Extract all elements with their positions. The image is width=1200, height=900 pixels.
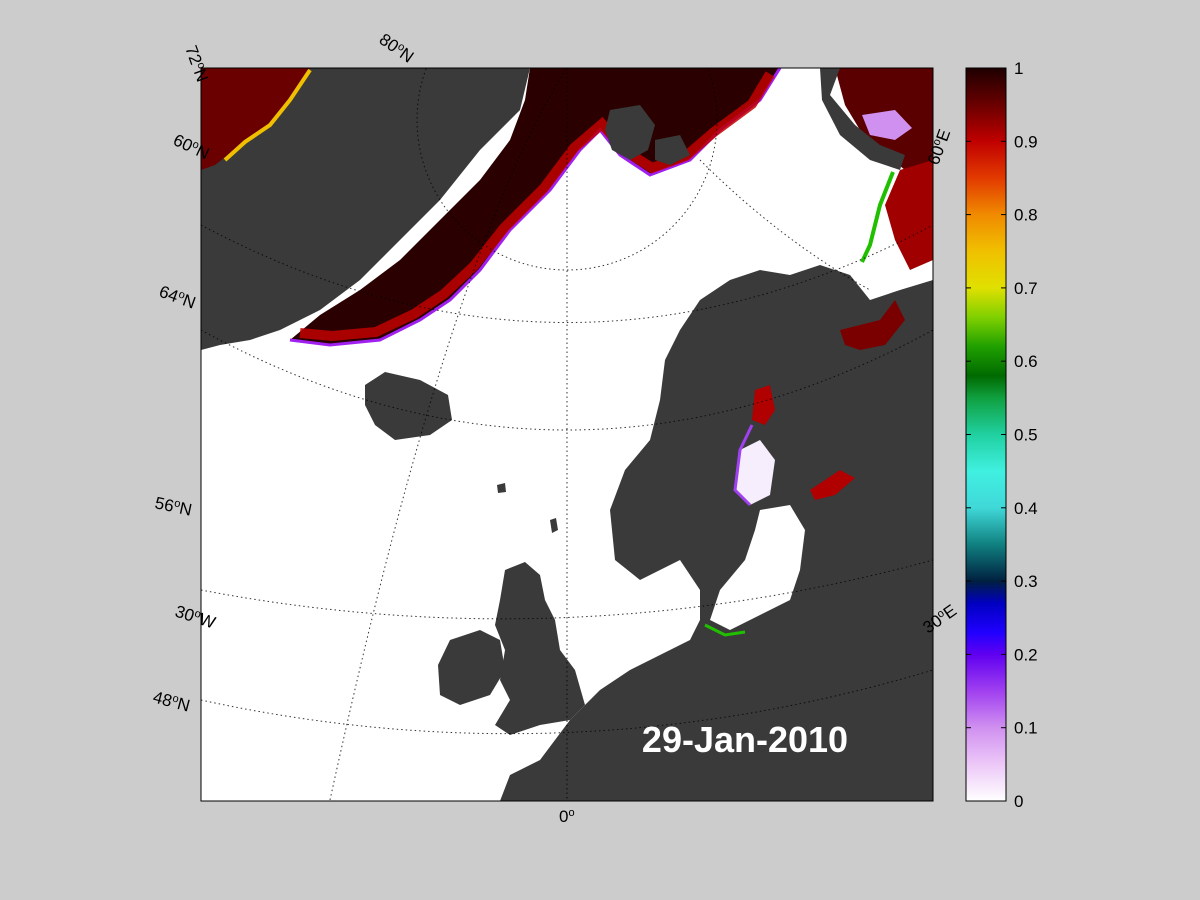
gulf-of-bothnia-ice	[752, 385, 775, 425]
baffin-edge	[223, 68, 312, 162]
greenland-land	[201, 68, 530, 350]
colorbar-tick-label: 0	[1014, 792, 1023, 811]
iceland	[365, 372, 452, 440]
graticule	[201, 68, 933, 801]
colorbar: 1 0.9 0.8 0.7 0.6 0.5 0.4 0.3 0.2 0.1 0	[965, 59, 1038, 811]
colorbar-tick-label: 0.2	[1014, 645, 1038, 664]
svalbard-land	[605, 105, 655, 160]
colorbar-tick-label: 0.8	[1014, 206, 1038, 225]
graticule-lon-30e	[699, 159, 871, 291]
faroe	[497, 483, 506, 493]
colorbar-ticks: 1 0.9 0.8 0.7 0.6 0.5 0.4 0.3 0.2 0.1 0	[966, 59, 1038, 811]
barents-east-ice	[885, 160, 933, 270]
colorbar-tick-label: 0.1	[1014, 719, 1038, 738]
scandinavia-russia-land	[500, 265, 933, 801]
baffin-land	[201, 170, 240, 225]
label-0: 0o	[559, 807, 575, 826]
graticule-lat-60	[201, 329, 933, 431]
map-frame	[200, 67, 934, 802]
map-axes: 29-Jan-2010	[201, 68, 933, 801]
graticule-lat-80	[416, 68, 718, 271]
ice-edge-greenland-red	[299, 71, 775, 342]
colorbar-tick-label: 0.6	[1014, 352, 1038, 371]
label-48n: 48oN	[151, 688, 192, 716]
label-72n: 72oN	[181, 43, 212, 85]
colorbar-tick-label: 0.7	[1014, 279, 1038, 298]
shetland	[550, 518, 558, 533]
graticule-lat-64	[201, 224, 933, 323]
baltic-sea	[710, 505, 805, 630]
svalbard-land-2	[655, 135, 690, 165]
label-56n: 56oN	[153, 493, 193, 519]
barents-east-edge	[860, 171, 895, 263]
baffin-ice	[201, 68, 310, 170]
bothnia-edge	[733, 424, 754, 507]
colorbar-tick-label: 0.9	[1014, 132, 1038, 151]
baltic-south-edge	[704, 623, 746, 637]
date-label: 29-Jan-2010	[642, 719, 848, 760]
colorbar-gradient	[966, 68, 1006, 801]
white-sea-ice	[840, 300, 905, 350]
label-80n: 80oN	[376, 30, 417, 67]
graticule-lon-30w	[329, 68, 568, 801]
bothnian-sea-open	[735, 440, 775, 505]
novaya-zemlya	[820, 68, 905, 170]
colorbar-tick-label: 0.5	[1014, 426, 1038, 445]
colorbar-tick-label: 0.3	[1014, 572, 1038, 591]
great-britain	[495, 562, 585, 735]
kara-polynya	[862, 110, 912, 140]
ireland	[438, 630, 505, 705]
colorbar-tick-label: 1	[1014, 59, 1023, 78]
label-30w: 30oW	[173, 602, 218, 633]
colorbar-tick-label: 0.4	[1014, 499, 1038, 518]
greenland-sea-ice	[290, 68, 780, 345]
gulf-of-finland-ice	[810, 470, 855, 500]
label-64n: 64oN	[157, 282, 199, 313]
